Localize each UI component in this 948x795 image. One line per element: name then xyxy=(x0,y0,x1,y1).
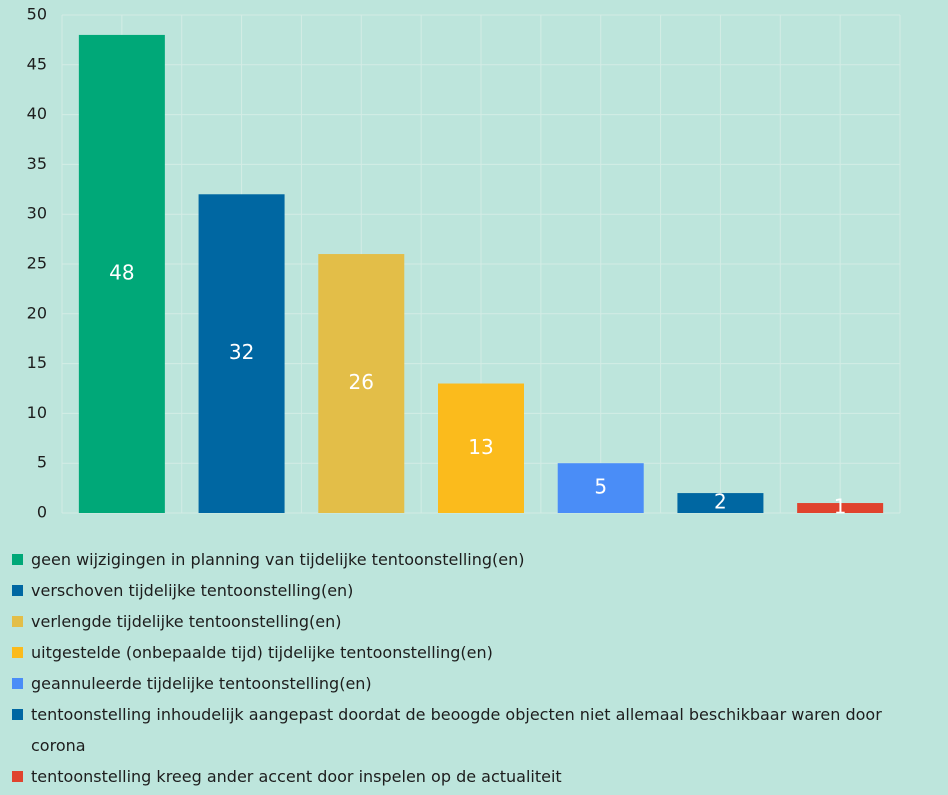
legend-swatch xyxy=(12,585,23,596)
legend-item: tentoonstelling kreeg ander accent door … xyxy=(12,761,937,792)
value-label: 5 xyxy=(594,475,607,499)
bar xyxy=(677,493,764,513)
y-tick-label: 10 xyxy=(27,403,47,422)
legend-swatch xyxy=(12,616,23,627)
legend-swatch xyxy=(12,709,23,720)
y-tick-label: 0 xyxy=(37,503,47,522)
value-label: 1 xyxy=(834,495,847,519)
legend-label: verschoven tijdelijke tentoonstelling(en… xyxy=(31,581,354,600)
legend-label: geannuleerde tijdelijke tentoonstelling(… xyxy=(31,674,372,693)
legend-label: geen wijzigingen in planning van tijdeli… xyxy=(31,550,525,569)
legend-label: verlengde tijdelijke tentoonstelling(en) xyxy=(31,612,342,631)
bar xyxy=(438,383,524,513)
y-tick-label: 50 xyxy=(27,5,47,24)
legend-swatch xyxy=(12,554,23,565)
legend-swatch xyxy=(12,678,23,689)
chart: 0 5 10 15 20 25 30 35 40 45 50 48 32 26 13 5 2 1 xyxy=(27,5,901,522)
legend-swatch xyxy=(12,771,23,782)
value-label: 2 xyxy=(714,490,727,514)
legend: geen wijzigingen in planning van tijdeli… xyxy=(12,544,937,792)
legend-item: geen wijzigingen in planning van tijdeli… xyxy=(12,544,937,575)
bar xyxy=(318,254,405,514)
bar xyxy=(797,503,884,513)
legend-item: geannuleerde tijdelijke tentoonstelling(… xyxy=(12,668,937,699)
legend-item: tentoonstelling inhoudelijk aangepast do… xyxy=(12,699,937,761)
legend-item: uitgestelde (onbepaalde tijd) tijdelijke… xyxy=(12,637,937,668)
y-tick-label: 30 xyxy=(27,204,47,223)
value-label: 26 xyxy=(349,370,374,394)
y-tick-label: 35 xyxy=(27,154,47,173)
y-tick-label: 15 xyxy=(27,353,47,372)
y-tick-label: 40 xyxy=(27,104,47,123)
bar xyxy=(198,194,285,513)
bar xyxy=(557,463,644,513)
legend-label: tentoonstelling kreeg ander accent door … xyxy=(31,767,562,786)
value-label: 48 xyxy=(109,260,134,284)
legend-item: verlengde tijdelijke tentoonstelling(en) xyxy=(12,606,937,637)
y-tick-label: 25 xyxy=(27,254,47,273)
legend-swatch xyxy=(12,647,23,658)
y-tick-label: 45 xyxy=(27,54,47,73)
y-tick-label: 20 xyxy=(27,303,47,322)
legend-label: tentoonstelling inhoudelijk aangepast do… xyxy=(31,705,882,755)
bar xyxy=(78,34,165,514)
legend-label: uitgestelde (onbepaalde tijd) tijdelijke… xyxy=(31,643,493,662)
value-label: 13 xyxy=(468,435,493,459)
y-tick-label: 5 xyxy=(37,453,47,472)
value-label: 32 xyxy=(229,340,254,364)
legend-item: verschoven tijdelijke tentoonstelling(en… xyxy=(12,575,937,606)
